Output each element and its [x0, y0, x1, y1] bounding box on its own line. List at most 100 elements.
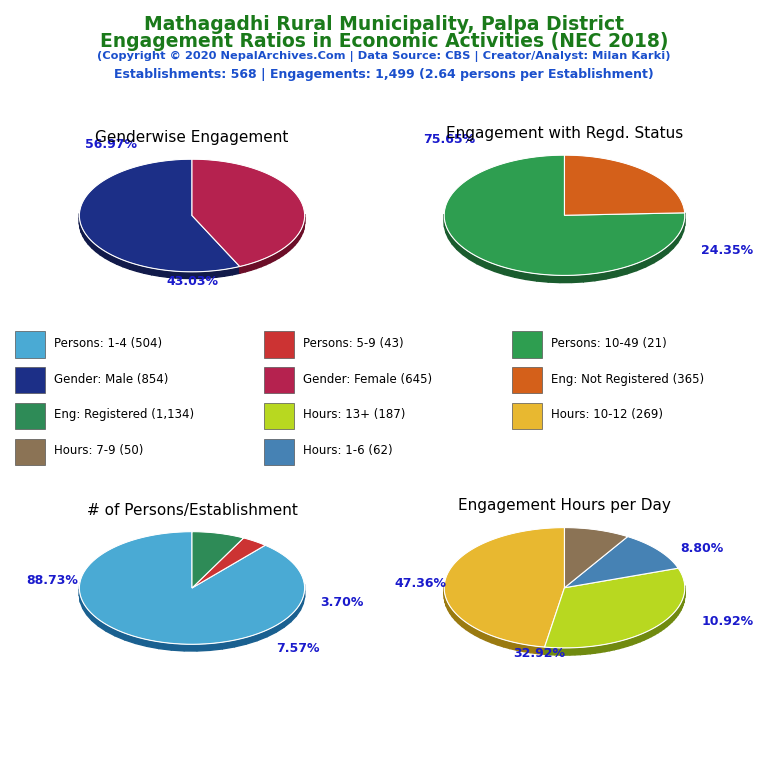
Polygon shape: [167, 270, 176, 278]
Polygon shape: [640, 633, 644, 642]
Polygon shape: [538, 647, 545, 654]
Polygon shape: [232, 266, 240, 275]
Text: Hours: 7-9 (50): Hours: 7-9 (50): [55, 444, 144, 457]
Text: 3.70%: 3.70%: [320, 596, 364, 609]
Polygon shape: [658, 624, 661, 633]
Polygon shape: [647, 630, 651, 638]
Polygon shape: [594, 272, 606, 281]
Polygon shape: [590, 646, 595, 654]
Polygon shape: [111, 254, 117, 264]
Polygon shape: [301, 227, 303, 237]
Polygon shape: [564, 537, 678, 588]
Polygon shape: [595, 645, 600, 653]
Text: Mathagadhi Rural Municipality, Palpa District: Mathagadhi Rural Municipality, Palpa Dis…: [144, 15, 624, 35]
Polygon shape: [667, 241, 673, 253]
Polygon shape: [291, 609, 296, 622]
Polygon shape: [678, 606, 680, 615]
Polygon shape: [80, 222, 81, 233]
Polygon shape: [444, 528, 564, 647]
Polygon shape: [449, 231, 452, 244]
FancyBboxPatch shape: [263, 332, 293, 358]
Polygon shape: [604, 644, 610, 652]
Polygon shape: [261, 258, 266, 266]
Polygon shape: [485, 260, 495, 271]
Polygon shape: [498, 637, 504, 647]
Polygon shape: [81, 226, 83, 237]
Text: Eng: Registered (1,134): Eng: Registered (1,134): [55, 409, 194, 422]
Polygon shape: [296, 604, 300, 616]
Polygon shape: [505, 267, 515, 277]
FancyBboxPatch shape: [263, 367, 293, 393]
Polygon shape: [545, 568, 685, 648]
Polygon shape: [469, 252, 477, 264]
Polygon shape: [445, 595, 446, 607]
Polygon shape: [548, 275, 560, 283]
Polygon shape: [87, 608, 92, 621]
Text: Hours: 10-12 (269): Hours: 10-12 (269): [551, 409, 663, 422]
Polygon shape: [88, 237, 92, 248]
Text: 7.57%: 7.57%: [276, 641, 320, 654]
Polygon shape: [245, 263, 250, 272]
Polygon shape: [297, 233, 300, 242]
Polygon shape: [284, 615, 291, 627]
Polygon shape: [79, 589, 81, 602]
Polygon shape: [486, 634, 492, 643]
Polygon shape: [96, 245, 101, 255]
Polygon shape: [85, 233, 88, 244]
Polygon shape: [266, 626, 276, 637]
Polygon shape: [192, 531, 243, 588]
Polygon shape: [524, 644, 531, 653]
Polygon shape: [79, 159, 240, 272]
Polygon shape: [550, 647, 554, 655]
FancyBboxPatch shape: [512, 332, 542, 358]
Polygon shape: [445, 220, 446, 233]
Text: 88.73%: 88.73%: [26, 574, 78, 587]
Polygon shape: [192, 159, 305, 266]
Polygon shape: [510, 641, 517, 650]
Title: Engagement with Regd. Status: Engagement with Regd. Status: [446, 125, 683, 141]
Polygon shape: [664, 620, 667, 629]
Polygon shape: [585, 647, 590, 654]
FancyBboxPatch shape: [15, 439, 45, 465]
Polygon shape: [667, 617, 670, 627]
Polygon shape: [266, 256, 270, 265]
Text: Gender: Female (645): Gender: Female (645): [303, 372, 432, 386]
Polygon shape: [452, 610, 455, 621]
Polygon shape: [125, 633, 136, 644]
Polygon shape: [462, 620, 466, 630]
Text: 43.03%: 43.03%: [166, 276, 218, 289]
Polygon shape: [222, 641, 234, 649]
Polygon shape: [471, 625, 475, 635]
Text: 47.36%: 47.36%: [395, 578, 447, 591]
Polygon shape: [545, 647, 550, 654]
Polygon shape: [645, 256, 654, 267]
Polygon shape: [136, 637, 147, 647]
Polygon shape: [600, 644, 604, 653]
Polygon shape: [144, 266, 152, 275]
Polygon shape: [123, 260, 130, 270]
Polygon shape: [661, 621, 664, 631]
Polygon shape: [651, 627, 654, 637]
Polygon shape: [676, 608, 678, 617]
Polygon shape: [256, 260, 261, 269]
Polygon shape: [234, 637, 246, 647]
Polygon shape: [457, 243, 463, 255]
Text: Hours: 1-6 (62): Hours: 1-6 (62): [303, 444, 392, 457]
Polygon shape: [83, 230, 85, 240]
Text: (Copyright © 2020 NepalArchives.Com | Data Source: CBS | Creator/Analyst: Milan : (Copyright © 2020 NepalArchives.Com | Da…: [98, 51, 670, 61]
Polygon shape: [495, 264, 505, 275]
Polygon shape: [517, 643, 524, 651]
Text: 24.35%: 24.35%: [701, 243, 753, 257]
Text: 8.80%: 8.80%: [680, 542, 723, 555]
Polygon shape: [681, 224, 684, 237]
Polygon shape: [224, 268, 232, 276]
FancyBboxPatch shape: [263, 439, 293, 465]
Polygon shape: [101, 248, 105, 258]
Polygon shape: [458, 616, 462, 627]
Polygon shape: [250, 262, 256, 270]
Polygon shape: [147, 640, 159, 649]
Polygon shape: [531, 645, 538, 654]
FancyBboxPatch shape: [15, 332, 45, 358]
Polygon shape: [683, 596, 684, 605]
Polygon shape: [192, 272, 200, 279]
